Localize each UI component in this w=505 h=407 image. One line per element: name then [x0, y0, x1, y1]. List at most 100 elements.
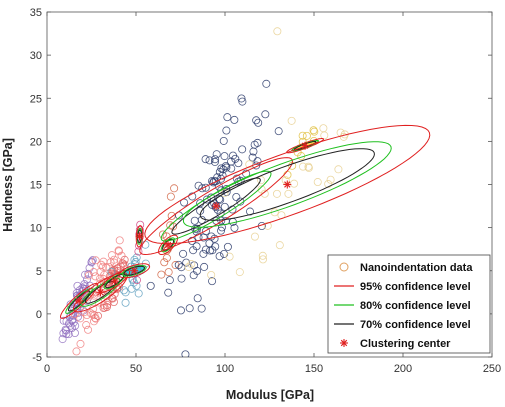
- data-point: [220, 152, 229, 161]
- data-point: [176, 306, 185, 315]
- data-point: [189, 271, 198, 280]
- x-tick-label: 150: [305, 363, 323, 375]
- ellipse-80: [160, 170, 272, 242]
- data-point: [91, 314, 100, 323]
- data-point: [220, 249, 229, 258]
- ellipse-95: [118, 263, 151, 279]
- data-point: [207, 177, 216, 186]
- data-point: [166, 192, 175, 201]
- data-point: [324, 180, 333, 189]
- data-point: [164, 268, 173, 277]
- data-point: [88, 256, 97, 265]
- data-point: [334, 165, 343, 174]
- data-point: [258, 251, 267, 260]
- data-point: [119, 286, 128, 295]
- data-point: [84, 271, 93, 280]
- data-point: [249, 147, 258, 156]
- data-point: [158, 230, 167, 239]
- data-point: [304, 163, 313, 172]
- ellipse-95: [72, 272, 128, 313]
- cluster-center: [130, 266, 139, 275]
- ellipse-70: [105, 274, 125, 289]
- data-point: [215, 252, 224, 261]
- data-point: [131, 258, 140, 267]
- data-point: [254, 118, 263, 127]
- data-point: [132, 276, 141, 285]
- data-point: [199, 249, 208, 258]
- data-point: [235, 268, 244, 277]
- data-point: [201, 183, 210, 192]
- data-point: [62, 326, 71, 335]
- data-point: [262, 79, 271, 88]
- data-point: [114, 246, 123, 255]
- data-point: [223, 113, 232, 122]
- data-point: [177, 274, 186, 283]
- data-point: [134, 247, 143, 256]
- data-point: [326, 175, 335, 184]
- data-point: [184, 262, 193, 271]
- data-point: [113, 264, 122, 273]
- data-point: [218, 171, 227, 180]
- data-point: [263, 221, 272, 230]
- data-point: [272, 189, 281, 198]
- data-point: [313, 178, 322, 187]
- data-point: [211, 155, 220, 164]
- center-stroke: [111, 277, 118, 285]
- data-point: [190, 216, 199, 225]
- data-point: [273, 27, 282, 36]
- ellipse-80: [182, 141, 392, 228]
- y-tick-label: 20: [30, 136, 42, 148]
- data-point: [230, 223, 239, 232]
- data-point: [207, 270, 216, 279]
- legend-marker-asterisk: [340, 339, 348, 347]
- data-point: [225, 252, 234, 261]
- data-point: [320, 131, 329, 140]
- data-point: [206, 246, 215, 255]
- data-point: [109, 298, 118, 307]
- ellipse-70: [67, 290, 91, 312]
- data-point: [76, 314, 85, 323]
- data-point: [194, 181, 203, 190]
- data-point: [221, 162, 230, 171]
- data-point: [219, 136, 228, 145]
- data-point: [80, 308, 89, 317]
- data-point: [210, 157, 219, 166]
- y-tick-label: 10: [30, 223, 42, 235]
- data-point: [81, 270, 90, 279]
- x-tick-label: 50: [130, 363, 142, 375]
- data-point: [132, 253, 141, 262]
- data-point: [66, 321, 75, 330]
- data-point: [106, 258, 115, 267]
- ellipse-80: [103, 272, 126, 290]
- legend-label: Nanoindentation data: [360, 262, 473, 274]
- data-point: [275, 241, 284, 250]
- y-axis-label: Hardness [GPa]: [1, 138, 15, 232]
- cluster-center: [283, 180, 292, 189]
- data-point: [62, 329, 71, 338]
- y-tick-label: 0: [36, 309, 42, 321]
- data-point: [290, 179, 299, 188]
- data-point: [232, 192, 241, 201]
- x-tick-label: 250: [483, 363, 501, 375]
- data-point: [201, 227, 210, 236]
- legend-marker-circle: [339, 262, 349, 272]
- data-point: [211, 242, 220, 251]
- data-point: [192, 242, 201, 251]
- data-point: [98, 262, 107, 271]
- data-point: [91, 313, 100, 322]
- data-point: [134, 289, 143, 298]
- data-point: [220, 202, 229, 211]
- legend-label: 70% confidence level: [360, 319, 471, 331]
- data-point: [86, 309, 95, 318]
- data-point: [84, 325, 93, 334]
- cluster-center: [212, 202, 221, 211]
- data-point: [252, 116, 261, 125]
- data-point: [170, 184, 179, 193]
- data-point: [260, 189, 269, 198]
- cluster-center: [75, 296, 84, 305]
- data-point: [309, 126, 318, 135]
- data-point: [108, 294, 117, 303]
- ellipse-95: [60, 283, 99, 319]
- data-point: [91, 256, 100, 265]
- data-point: [214, 182, 223, 191]
